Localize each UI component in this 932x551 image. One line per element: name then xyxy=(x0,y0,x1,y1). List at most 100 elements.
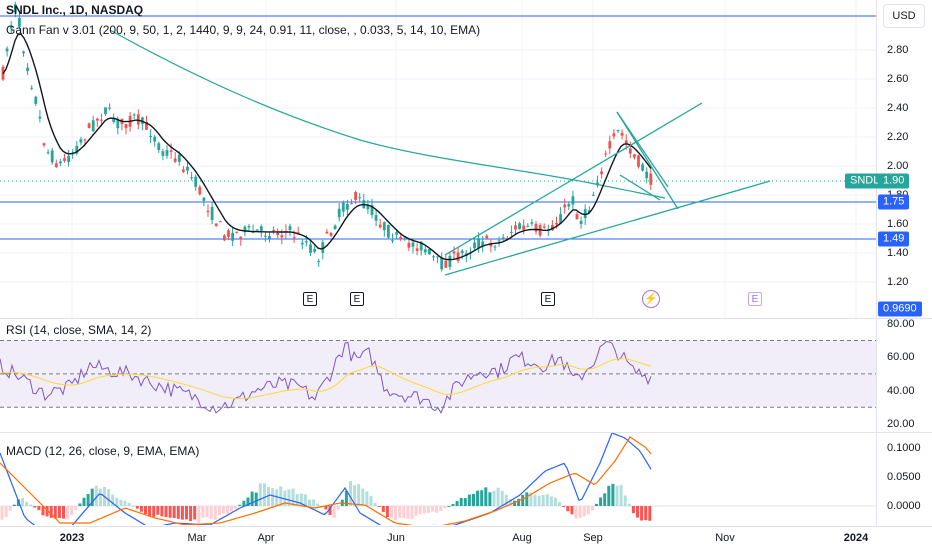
macd-histogram-bar xyxy=(349,481,352,506)
macd-pane[interactable]: MACD (12, 26, close, 9, EMA, EMA) xyxy=(0,433,876,525)
macd-histogram-bar xyxy=(16,499,20,506)
candle-body xyxy=(30,87,34,89)
macd-axis[interactable]: 0.1000 0.0500 0.0000 xyxy=(876,433,932,526)
symbol-title: SNDL Inc., 1D, NASDAQ xyxy=(6,3,144,17)
candle-body xyxy=(505,238,509,240)
earnings-marker[interactable]: E xyxy=(303,292,317,306)
candle-body xyxy=(411,242,415,247)
time-label: 2023 xyxy=(59,532,85,544)
macd-canvas[interactable] xyxy=(0,433,876,525)
pane-separator[interactable] xyxy=(0,432,932,433)
price-chart-canvas[interactable] xyxy=(0,0,876,318)
earnings-marker-future[interactable]: E xyxy=(748,292,762,306)
trendline xyxy=(619,174,661,201)
macd-histogram-bar xyxy=(62,506,65,519)
candle-body xyxy=(280,235,284,238)
rsi-moving-average-line xyxy=(0,358,652,400)
macd-histogram-bar xyxy=(197,506,201,523)
candle-body xyxy=(22,51,25,54)
candle-body xyxy=(272,229,275,231)
candle-body xyxy=(95,118,99,121)
macd-histogram-bar xyxy=(123,500,127,506)
candle-body xyxy=(169,150,173,152)
macd-histogram-bar xyxy=(443,506,447,509)
fast-ema-line xyxy=(2,33,652,261)
candle-body xyxy=(358,197,362,199)
rsi-canvas[interactable] xyxy=(0,319,876,432)
candle-body xyxy=(223,235,226,241)
macd-histogram-bar xyxy=(70,506,74,516)
candle-body xyxy=(620,132,624,136)
macd-histogram-bar xyxy=(619,484,623,506)
macd-histogram-bar xyxy=(344,490,348,506)
candle-body xyxy=(214,223,218,226)
candle-body xyxy=(79,139,83,143)
candle-body xyxy=(18,17,21,27)
pane-separator[interactable] xyxy=(0,318,932,319)
macd-histogram-bar xyxy=(283,490,287,506)
symbol-price-tag-label: SNDL xyxy=(845,173,885,189)
time-label: 2024 xyxy=(843,532,869,544)
macd-histogram-bar xyxy=(390,506,393,518)
candle-body xyxy=(374,215,378,221)
macd-histogram-bar xyxy=(139,506,143,512)
macd-histogram-bar xyxy=(455,501,459,506)
candle-body xyxy=(382,222,386,231)
candle-body xyxy=(641,164,644,171)
macd-histogram-bar xyxy=(447,505,451,507)
macd-histogram-bar xyxy=(398,506,402,518)
candle-body xyxy=(460,250,464,253)
rsi-line xyxy=(0,341,652,415)
macd-histogram-bar xyxy=(480,490,484,506)
macd-histogram-bar xyxy=(545,494,549,506)
hline-price-tag: 1.75 xyxy=(878,194,910,210)
macd-histogram-bar xyxy=(422,506,426,514)
rsi-pane[interactable]: RSI (14, close, SMA, 14, 2) xyxy=(0,319,876,432)
indicator-legend-gann-fan[interactable]: Gann Fan v 3.01 (200, 9, 50, 1, 2, 1440,… xyxy=(6,23,481,37)
rsi-legend[interactable]: RSI (14, close, SMA, 14, 2) xyxy=(6,323,152,337)
rsi-tick: 20.00 xyxy=(887,418,915,430)
time-label: Nov xyxy=(715,532,735,544)
macd-histogram-bar xyxy=(492,490,496,506)
candle-body xyxy=(333,225,337,230)
macd-histogram-bar xyxy=(21,498,24,506)
macd-histogram-bar xyxy=(115,497,119,506)
candle-body xyxy=(108,107,111,109)
earnings-marker[interactable]: E xyxy=(541,292,555,306)
macd-histogram-bar xyxy=(66,506,70,520)
macd-histogram-bar xyxy=(176,506,180,519)
time-axis[interactable]: 2023 Mar Apr Jun Aug Sep Nov 2024 xyxy=(0,526,932,551)
currency-button[interactable]: USD xyxy=(883,4,925,28)
macd-histogram-bar xyxy=(324,506,328,510)
macd-histogram-bar xyxy=(570,506,574,515)
candle-body xyxy=(608,141,612,149)
candle-body xyxy=(419,241,423,251)
macd-legend[interactable]: MACD (12, 26, close, 9, EMA, EMA) xyxy=(6,444,200,458)
macd-histogram-bar xyxy=(508,499,512,506)
candle-body xyxy=(202,197,206,201)
rsi-axis[interactable]: 80.00 60.00 40.00 20.00 xyxy=(876,318,932,432)
macd-histogram-bar xyxy=(549,496,553,506)
candle-body xyxy=(63,158,66,161)
macd-histogram-bar xyxy=(640,506,644,521)
candle-body xyxy=(132,114,136,116)
candle-body xyxy=(329,232,333,236)
candle-body xyxy=(526,225,530,227)
macd-histogram-bar xyxy=(488,492,492,506)
price-axis[interactable]: USD 2.80 2.60 2.40 2.20 2.00 1.80 1.60 1… xyxy=(845,0,932,318)
candle-body xyxy=(407,242,411,248)
macd-histogram-bar xyxy=(623,495,627,506)
hline-price-tag: 1.49 xyxy=(878,231,910,247)
price-chart-pane[interactable]: SNDL Inc., 1D, NASDAQ Gann Fan v 3.01 (2… xyxy=(0,0,876,318)
candle-body xyxy=(149,136,152,138)
candle-body xyxy=(231,232,234,241)
candle-body xyxy=(59,161,62,164)
lightning-icon[interactable]: ⚡ xyxy=(642,290,660,308)
last-price-tag: 1.90 xyxy=(878,173,910,189)
candle-body xyxy=(444,260,448,268)
macd-histogram-bar xyxy=(414,506,418,516)
time-label: Aug xyxy=(512,532,532,544)
earnings-marker[interactable]: E xyxy=(350,292,364,306)
macd-histogram-bar xyxy=(529,492,533,506)
candle-body xyxy=(305,241,308,243)
